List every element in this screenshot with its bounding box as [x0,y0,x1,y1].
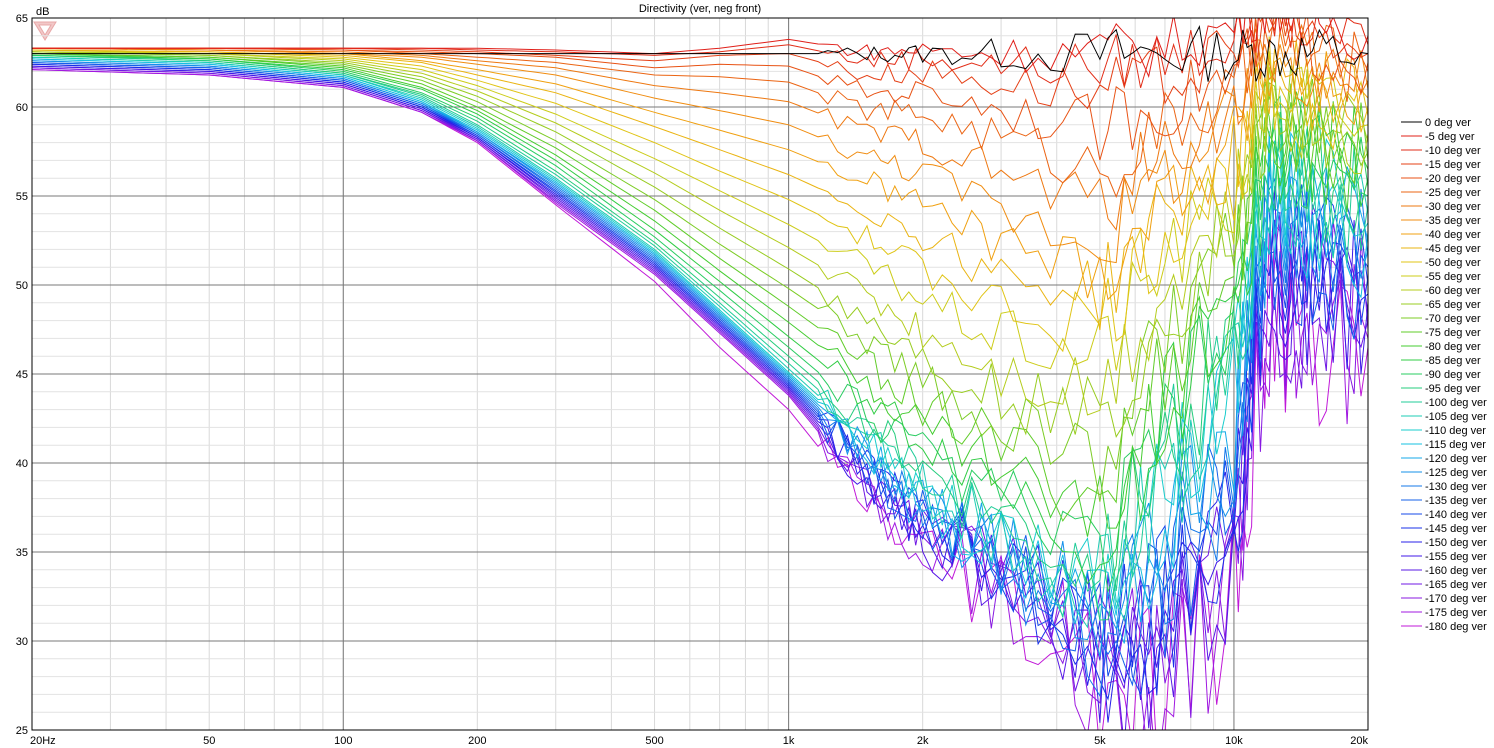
x-tick-label: 200 [468,735,486,747]
series-line [32,36,1368,353]
series-lines [32,18,1368,730]
series-line [32,54,1368,593]
y-tick-label: 40 [16,458,28,470]
series-line [32,49,1368,371]
series-line [32,69,1368,730]
legend-label: -160 deg ver [1425,565,1487,577]
series-line [32,65,1368,723]
chart-title: Directivity (ver, neg front) [639,3,761,15]
series-line [32,53,1368,537]
legend-label: -60 deg ver [1425,285,1481,297]
legend-label: -70 deg ver [1425,313,1481,325]
legend-label: -175 deg ver [1425,607,1487,619]
y-tick-label: 25 [16,725,28,737]
series-line [32,24,1368,82]
legend-label: -90 deg ver [1425,369,1481,381]
x-tick-label: 10k [1225,735,1243,747]
legend-label: -15 deg ver [1425,159,1481,171]
legend-label: -5 deg ver [1425,131,1475,143]
series-line [32,47,1368,301]
legend-label: -130 deg ver [1425,481,1487,493]
y-tick-label: 45 [16,369,28,381]
legend-label: -50 deg ver [1425,257,1481,269]
logo-icon [33,21,57,41]
legend-label: -180 deg ver [1425,621,1487,633]
x-tick-label: 20k [1350,735,1368,747]
y-tick-label: 65 [16,13,28,25]
series-line [32,53,1368,585]
y-tick-label: 35 [16,547,28,559]
legend-label: 0 deg ver [1425,117,1471,129]
x-tick-label: 500 [645,735,663,747]
y-axis-unit-label: dB [36,6,49,18]
legend: 0 deg ver -5 deg ver -10 deg ver -15 deg ve… [1401,117,1487,633]
legend-label: -140 deg ver [1425,509,1487,521]
legend-label: -10 deg ver [1425,145,1481,157]
y-tick-label: 60 [16,102,28,114]
legend-label: -30 deg ver [1425,201,1481,213]
legend-label: -155 deg ver [1425,551,1487,563]
series-line [32,58,1368,625]
legend-label: -20 deg ver [1425,173,1481,185]
legend-label: -120 deg ver [1425,453,1487,465]
y-axis-ticks: 25 30 35 40 45 50 55 60 65 [16,13,28,737]
series-line [32,54,1368,621]
x-tick-label: 100 [334,735,352,747]
legend-label: -150 deg ver [1425,537,1487,549]
legend-label: -35 deg ver [1425,215,1481,227]
x-tick-label: 20Hz [30,735,56,747]
legend-label: -85 deg ver [1425,355,1481,367]
plot-frame [31,17,1369,731]
legend-label: -110 deg ver [1425,425,1486,437]
x-tick-label: 50 [203,735,215,747]
legend-label: -95 deg ver [1425,383,1481,395]
legend-label: -105 deg ver [1425,411,1487,423]
legend-label: -80 deg ver [1425,341,1481,353]
legend-label: -145 deg ver [1425,523,1487,535]
y-tick-label: 55 [16,191,28,203]
x-tick-label: 1k [783,735,795,747]
x-tick-label: 2k [917,735,929,747]
series-line [32,40,1368,331]
legend-label: -75 deg ver [1425,327,1481,339]
series-line [32,18,1368,78]
legend-label: -135 deg ver [1425,495,1487,507]
series-line [32,38,1368,264]
series-line [32,54,1368,618]
y-tick-label: 30 [16,636,28,648]
legend-label: -40 deg ver [1425,229,1481,241]
legend-label: -65 deg ver [1425,299,1481,311]
x-tick-label: 5k [1094,735,1106,747]
series-line [32,62,1368,687]
legend-label: -115 deg ver [1425,439,1486,451]
series-line [32,51,1368,438]
y-tick-label: 50 [16,280,28,292]
series-line [32,53,1368,522]
legend-label: -55 deg ver [1425,271,1481,283]
series-line [32,18,1368,161]
series-line [32,23,1368,231]
legend-label: -100 deg ver [1425,397,1487,409]
legend-label: -45 deg ver [1425,243,1481,255]
legend-label: -165 deg ver [1425,579,1487,591]
legend-label: -170 deg ver [1425,593,1487,605]
series-line [32,18,1368,110]
legend-label: -25 deg ver [1425,187,1481,199]
x-axis-ticks: 20Hz 50 100 200 500 1k 2k 5k 10k 20k [30,735,1368,747]
legend-label: -125 deg ver [1425,467,1487,479]
